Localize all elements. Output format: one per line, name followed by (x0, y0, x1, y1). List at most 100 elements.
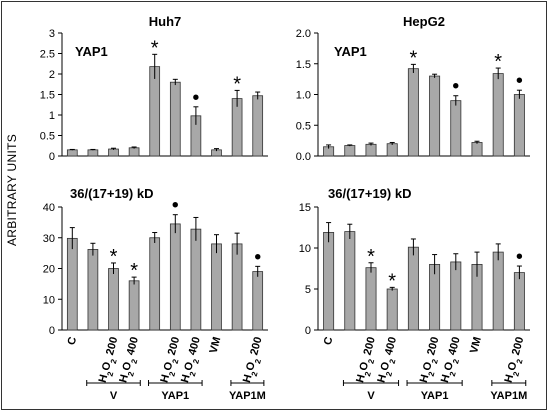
significance-star: * (151, 37, 159, 59)
significance-dot: • (516, 70, 523, 92)
y-tick-label: 40 (43, 202, 55, 214)
bar (108, 148, 119, 157)
bar (149, 237, 161, 331)
significance-star: * (410, 47, 418, 69)
bar (407, 68, 419, 157)
y-tick-label: 0 (49, 151, 55, 163)
bar (128, 147, 140, 157)
category-label: H2O2 400 (117, 336, 144, 385)
category-label: H2O2 200 (503, 336, 530, 385)
group-label: YAP1 (161, 390, 189, 402)
group-label: V (367, 390, 375, 402)
category-label: VM (468, 336, 484, 355)
bar (471, 142, 483, 157)
category-label: H2O2 400 (375, 336, 402, 385)
y-tick-label: 0.5 (296, 120, 311, 132)
significance-dot: • (172, 195, 179, 217)
category-label: H2O2 400 (439, 336, 466, 385)
bar (169, 223, 181, 331)
chart-panel-2: 0.0 0.5 1.0 1.5 2.0 HepG2 YAP1 * • * • (296, 14, 530, 163)
category-label: H2O2 200 (354, 336, 381, 385)
y-tick-label: 10 (43, 294, 55, 306)
bar (492, 251, 504, 331)
bar (66, 237, 78, 331)
y-tick-label: 0 (49, 325, 55, 337)
y-tick-label: 2.0 (296, 28, 311, 40)
category-label: C (66, 336, 80, 347)
bar (513, 272, 525, 331)
bar (211, 243, 222, 331)
chart-label: 36/(17+19) kD (70, 186, 153, 201)
y-axis-label: ARBITRARY UNITS (5, 134, 19, 246)
y-tick-label: 0.0 (296, 151, 311, 163)
group-label: YAP1 (421, 390, 449, 402)
bar (108, 268, 119, 331)
bar (386, 143, 398, 157)
category-label: H2O2 400 (179, 336, 206, 385)
y-tick-label: 5 (305, 284, 311, 296)
category-label: H2O2 200 (97, 336, 124, 385)
bar (386, 288, 398, 331)
category-label: H2O2 200 (158, 336, 185, 385)
group-label: YAP1M (490, 390, 527, 402)
bar (344, 231, 356, 331)
y-tick-label: 30 (43, 233, 55, 245)
y-tick-label: 2.5 (40, 49, 55, 61)
y-tick-label: 1 (49, 110, 55, 122)
y-tick-label: 20 (43, 264, 55, 276)
bar (252, 95, 264, 157)
significance-star: * (233, 73, 241, 95)
bar (66, 149, 78, 157)
chart-label: 36/(17+19) kD (328, 186, 411, 201)
bar (450, 100, 462, 157)
bar (450, 261, 462, 331)
significance-star: * (130, 260, 138, 282)
bar (344, 145, 356, 157)
significance-dot: • (516, 246, 523, 268)
bar (513, 94, 525, 157)
bar (87, 249, 99, 331)
y-tick-label: 1.0 (296, 90, 311, 102)
group-label: YAP1M (229, 390, 266, 402)
bar (231, 243, 243, 331)
significance-dot: • (452, 76, 459, 98)
bar (323, 232, 335, 331)
category-label: VM (208, 336, 224, 355)
chart-label: YAP1 (75, 44, 108, 59)
significance-dot: • (254, 246, 261, 268)
significance-star: * (367, 246, 375, 268)
y-tick-label: 10 (299, 243, 311, 255)
y-tick-label: 1.5 (40, 90, 55, 102)
significance-star: * (494, 51, 502, 73)
bar (407, 246, 419, 331)
group-label: V (110, 390, 118, 402)
significance-star: * (110, 246, 118, 268)
chart-label: YAP1 (334, 44, 367, 59)
y-tick-label: 2 (49, 69, 55, 81)
y-tick-label: 3 (49, 28, 55, 40)
bar (365, 143, 377, 157)
y-tick-label: 0.5 (40, 131, 55, 143)
bar (429, 75, 441, 157)
chart-panel-1: 0 0.5 1 1.5 2 2.5 3 Huh7 YAP1 * • * (40, 14, 268, 163)
bar (128, 280, 140, 331)
category-label: H2O2 200 (241, 336, 268, 385)
significance-star: * (388, 270, 396, 292)
bar (365, 267, 377, 331)
bar (169, 81, 181, 157)
chart-title: HepG2 (403, 14, 445, 29)
bar (87, 149, 99, 157)
bar (149, 66, 161, 157)
significance-dot: • (192, 87, 199, 109)
y-tick-label: 1.5 (296, 59, 311, 71)
chart-title: Huh7 (149, 14, 182, 29)
bar (492, 73, 504, 157)
bar (231, 98, 243, 157)
bar (252, 271, 264, 331)
y-tick-label: 15 (299, 202, 311, 214)
y-tick-label: 0 (305, 325, 311, 337)
category-label: H2O2 200 (418, 336, 445, 385)
